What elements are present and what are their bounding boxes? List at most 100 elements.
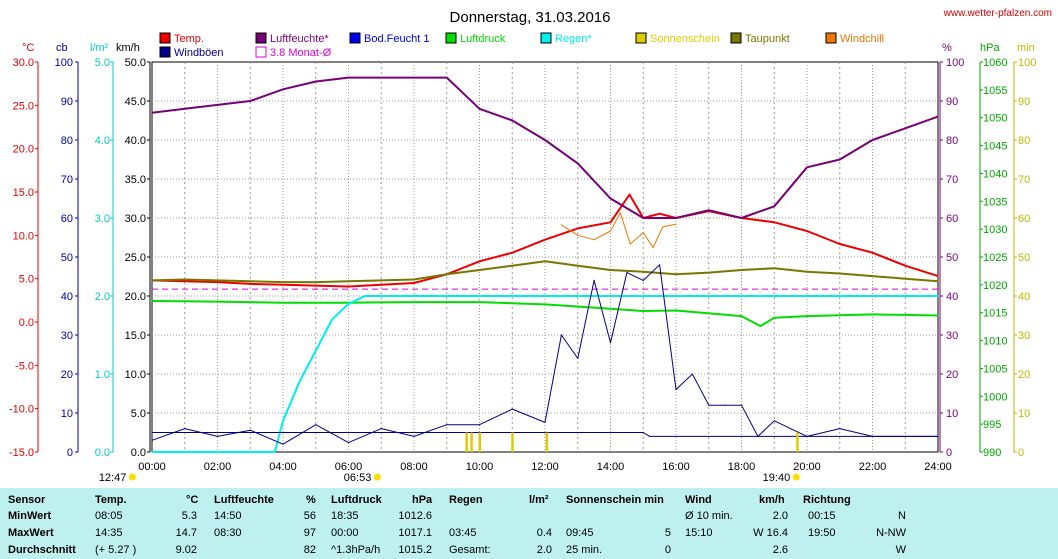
cb-tick-label: 100 — [55, 57, 73, 69]
series-windchill-point — [577, 234, 579, 236]
pressure-tick-label: 1040 — [983, 168, 1007, 180]
series-taupunkt-point — [839, 272, 841, 275]
series-taupunkt-point — [478, 269, 481, 271]
table-cell-wind-time: Ø 10 min. — [685, 510, 733, 522]
series-windb-en-point — [577, 357, 579, 359]
series-taupunkt-point — [871, 275, 874, 277]
legend-label: Sonnenschein — [650, 33, 720, 45]
header-sensor: Sensor — [8, 494, 46, 506]
table-cell-temp-time: 08:05 — [95, 510, 123, 522]
wind-tick-label: 40.0 — [125, 135, 146, 147]
axis-unit-label: % — [942, 42, 952, 54]
series-taupunkt-point — [544, 260, 546, 262]
temp-tick-label: 15.0 — [13, 187, 34, 199]
table-cell-wind-val: 2.6 — [772, 544, 788, 556]
series-temp-point — [871, 252, 874, 254]
header-humidity: Luftfeuchte — [214, 494, 274, 506]
table-cell-sun-time: 09:45 — [566, 527, 594, 539]
axis-unit-label: °C — [22, 42, 34, 54]
cb-tick-label: 70 — [61, 174, 73, 186]
series-temp-point — [577, 227, 579, 229]
series-luftdruck-point — [478, 301, 481, 303]
series-temp-point — [184, 280, 186, 282]
series-windb-en-point — [282, 443, 284, 445]
legend-label: Temp. — [174, 33, 204, 45]
sunshine-tick-label: 40 — [1018, 291, 1030, 303]
table-cell-press-val: 1017.1 — [398, 527, 432, 539]
table-cell-label: Durchschnitt — [8, 544, 76, 556]
cb-tick-label: 40 — [61, 291, 73, 303]
series-luftfeuchte-point — [249, 100, 251, 102]
series-regen-point — [282, 420, 284, 422]
pressure-tick-label: 1005 — [983, 363, 1007, 375]
series-taupunkt-point — [184, 278, 186, 281]
series-luftdruck-point — [675, 309, 677, 312]
series-regen-point — [298, 381, 300, 383]
series-windb-en-point — [151, 439, 153, 441]
series-taupunkt-point — [413, 278, 415, 281]
axis-unit-label: km/h — [116, 42, 140, 54]
pressure-tick-label: 1045 — [983, 141, 1007, 153]
x-tick-label: 06:00 — [335, 461, 363, 473]
x-tick-label: 02:00 — [204, 461, 232, 473]
series-temp-point — [478, 260, 481, 262]
table-cell-press-val: 1015.2 — [398, 544, 432, 556]
series-temp-point — [249, 283, 251, 285]
pressure-tick-label: 1025 — [983, 252, 1007, 264]
series-temp-point — [315, 285, 317, 287]
header-rain-unit: l/m² — [529, 494, 549, 506]
series-windb-en-point — [478, 424, 481, 426]
series-taupunkt-point — [446, 273, 448, 275]
sunshine-bar — [478, 432, 481, 452]
rain-tick-label: 3.0 — [95, 213, 110, 225]
series-luftdruck-point — [759, 325, 762, 327]
rain-tick-label: 4.0 — [95, 135, 110, 147]
wind-tick-label: 25.0 — [125, 252, 146, 264]
series-luftfeuchte-point — [446, 77, 448, 79]
series-regen-point — [347, 303, 350, 305]
series-luftfeuchte-point — [642, 217, 644, 219]
chart-title: Donnerstag, 31.03.2016 — [450, 9, 611, 26]
series-windchill-point — [593, 239, 595, 241]
series-temp-point — [511, 252, 513, 254]
axis-unit-label: cb — [56, 42, 68, 54]
table-cell-label: MinWert — [8, 510, 52, 522]
series-luftfeuchte-point — [413, 77, 415, 79]
x-tick-label: 12:00 — [531, 461, 559, 473]
x-tick-label: 08:00 — [400, 461, 428, 473]
table-cell-dir-val: N — [898, 510, 906, 522]
rain-tick-label: 5.0 — [95, 57, 110, 69]
legend-swatch — [159, 46, 171, 58]
series-windchill-point — [662, 226, 664, 228]
pressure-tick-label: 1020 — [983, 280, 1007, 292]
series-luftdruck — [151, 300, 939, 328]
rain-tick-label: 2.0 — [95, 291, 110, 303]
header-direction: Richtung — [803, 494, 851, 506]
series-luftfeuchte-point — [871, 139, 874, 141]
temp-tick-label: 5.0 — [19, 274, 34, 286]
sun-marker-icon — [373, 473, 381, 481]
header-temp-unit: °C — [186, 494, 199, 506]
site-url[interactable]: www.wetter-pfalzen.com — [943, 8, 1052, 19]
series-windb-en-point — [511, 408, 513, 410]
temp-tick-label: 25.0 — [13, 100, 34, 112]
pressure-tick-label: 1055 — [983, 85, 1007, 97]
table-cell-temp-val: 9.02 — [175, 544, 197, 556]
sun-time-label: 06:53 — [344, 472, 372, 484]
table-cell-rain-time: Gesamt: — [449, 544, 491, 556]
wind-tick-label: 30.0 — [125, 213, 146, 225]
series-taupunkt-point — [577, 265, 579, 267]
table-cell-temp-time: 14:35 — [95, 527, 123, 539]
table-cell-temp-time: (+ 5.27 ) — [95, 544, 137, 556]
header-temp: Temp. — [95, 494, 127, 506]
table-cell-dir-val: N-NW — [876, 527, 906, 539]
temp-tick-label: -10.0 — [9, 404, 34, 416]
humidity-tick-label: 10 — [946, 408, 958, 420]
humidity-tick-label: 50 — [946, 252, 958, 264]
series-temp-point — [659, 213, 661, 215]
series-taupunkt-point — [347, 280, 350, 282]
header-rain: Regen — [449, 494, 483, 506]
series-regen — [152, 295, 938, 453]
x-tick-label: 04:00 — [269, 461, 297, 473]
table-cell-sun-time: 25 min. — [566, 544, 603, 556]
